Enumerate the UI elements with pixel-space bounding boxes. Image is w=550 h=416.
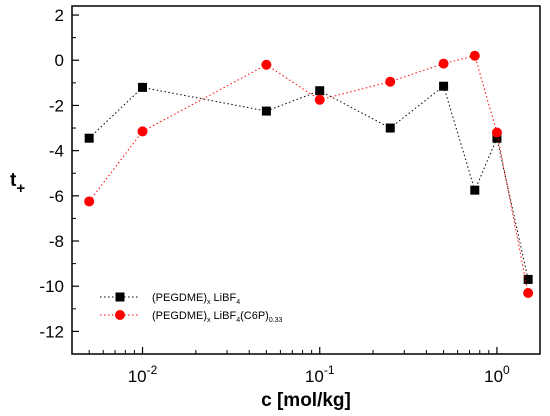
y-tick-label: 2	[55, 6, 64, 25]
data-point	[385, 76, 396, 87]
x-axis-label: c [mol/kg]	[261, 390, 351, 411]
data-point	[261, 106, 271, 116]
x-tick-label: 100	[484, 363, 510, 386]
legend-marker	[115, 292, 125, 302]
data-point	[439, 81, 449, 91]
data-point	[138, 82, 148, 92]
data-point	[137, 126, 148, 137]
x-axis: 10-2 10-1 100	[71, 347, 510, 386]
legend-label: (PEGDME)x LiBF4	[152, 292, 240, 306]
data-point	[438, 58, 449, 69]
data-point	[492, 133, 502, 143]
data-point	[523, 287, 534, 298]
y-axis: 2 0 -2 -4 -6 -8 -10 -12	[39, 6, 79, 355]
data-point	[469, 50, 480, 61]
y-tick-label: -6	[49, 187, 64, 206]
series-2	[84, 50, 534, 298]
series-layer	[84, 50, 534, 298]
plot-frame	[71, 5, 541, 355]
data-point	[84, 133, 94, 143]
data-point	[261, 59, 272, 70]
data-point	[523, 274, 533, 284]
x-tick-label: 10-1	[305, 363, 335, 386]
data-point	[470, 185, 480, 195]
data-point	[385, 123, 395, 133]
data-point	[314, 94, 325, 105]
y-tick-label: 0	[55, 51, 64, 70]
data-point	[315, 86, 325, 96]
x-tick-label: 10-2	[128, 363, 158, 386]
y-tick-label: -2	[49, 96, 64, 115]
y-tick-label: -4	[49, 142, 64, 161]
y-tick-label: -10	[39, 277, 64, 296]
series-line	[88, 55, 529, 294]
y-axis-label: t+	[10, 170, 25, 197]
y-tick-label: -8	[49, 232, 64, 251]
series-1	[84, 81, 533, 284]
legend-item-2: (PEGDME)x LiBF4(C6P)0.33	[100, 310, 283, 324]
legend-item-1: (PEGDME)x LiBF4	[100, 292, 240, 306]
data-point	[84, 196, 95, 207]
legend: (PEGDME)x LiBF4 (PEGDME)x LiBF4(C6P)0.33	[100, 292, 283, 324]
series-line	[88, 85, 529, 280]
legend-label: (PEGDME)x LiBF4(C6P)0.33	[152, 310, 283, 324]
legend-marker	[115, 310, 125, 320]
data-point	[491, 127, 502, 138]
y-tick-label: -12	[39, 322, 64, 341]
